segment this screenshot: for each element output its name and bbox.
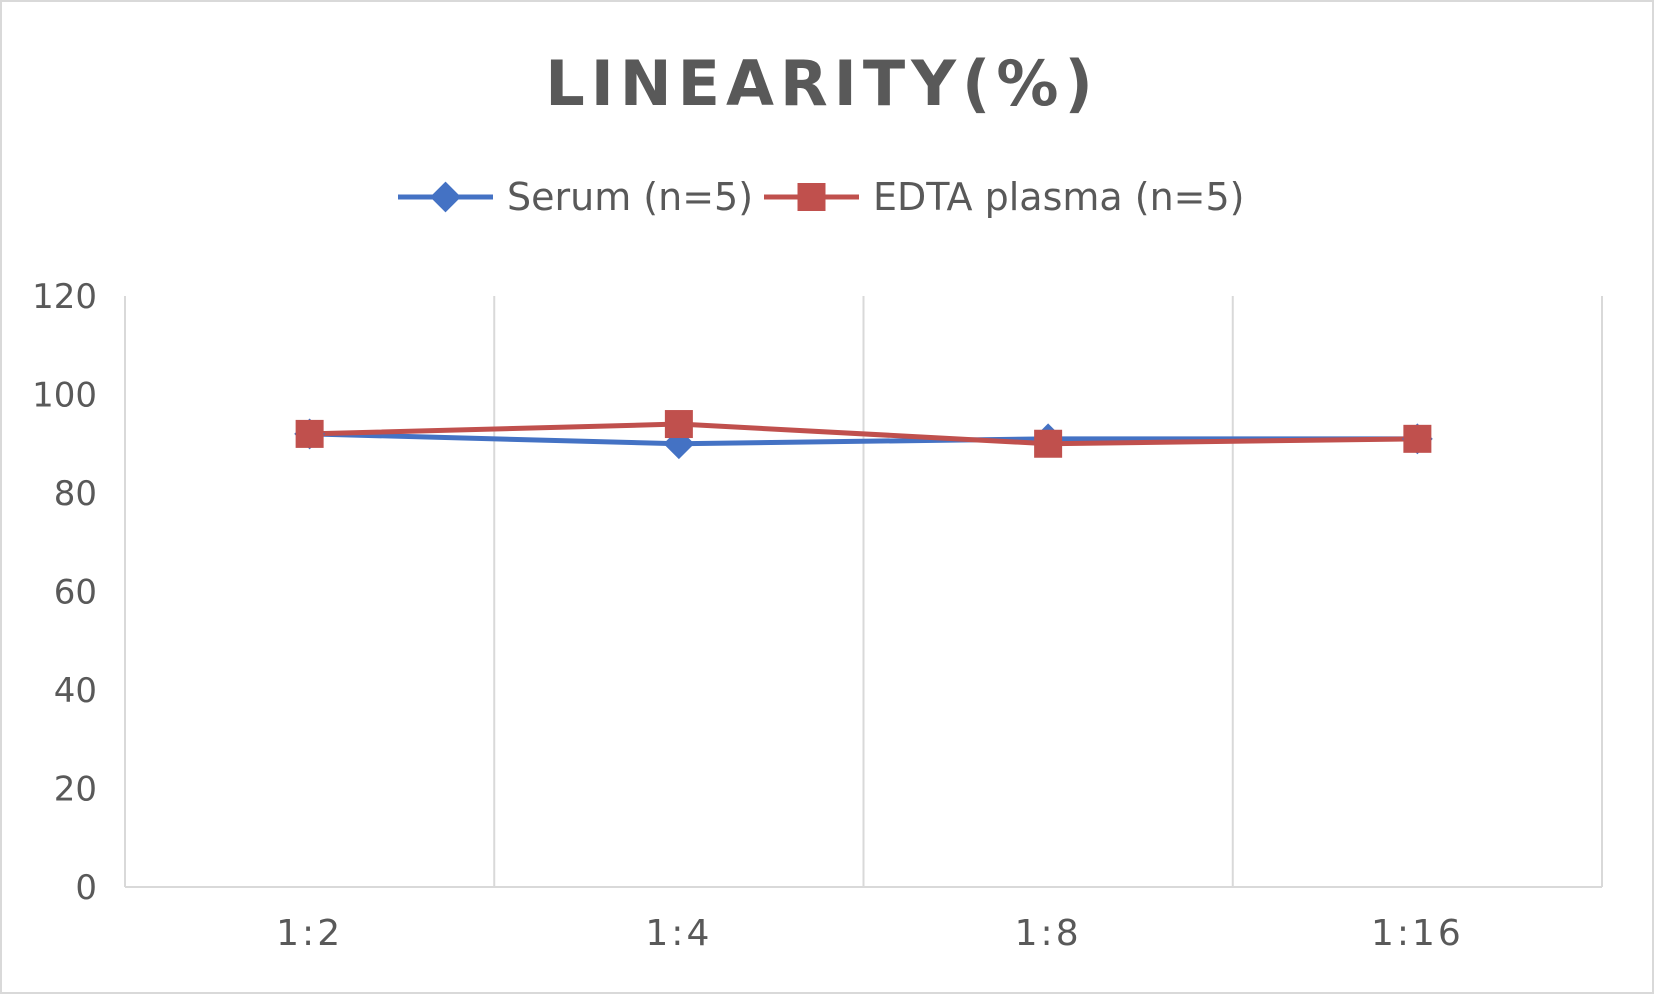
- legend-marker-2: [797, 183, 826, 211]
- series-lines: [309, 421, 1418, 447]
- x-tick-label: 1:4: [645, 913, 712, 954]
- data-point-series-2: [295, 419, 324, 448]
- grid-lines: [124, 296, 1603, 887]
- legend-label-1: Serum (n=5): [507, 175, 753, 219]
- data-point-series-2: [664, 410, 693, 439]
- legend-label-2: EDTA plasma (n=5): [873, 175, 1245, 219]
- y-tick-label: 60: [54, 573, 97, 613]
- legend: Serum (n=5) EDTA plasma (n=5): [398, 175, 1245, 219]
- chart-title: LINEARITY(%): [545, 47, 1099, 120]
- series-line-2: [309, 421, 1418, 447]
- data-point-series-2: [1403, 424, 1432, 453]
- legend-marker-1: [430, 181, 461, 213]
- axes: 0 20 40 60 80 100 120 1:2 1:4 1:8 1:16: [32, 277, 1602, 954]
- y-tick-label: 20: [54, 770, 97, 810]
- x-tick-label: 1:2: [276, 913, 343, 954]
- x-tick-label: 1:8: [1015, 913, 1082, 954]
- data-point-series-2: [1034, 429, 1063, 458]
- y-tick-label: 80: [54, 474, 97, 514]
- y-tick-label: 100: [32, 376, 97, 416]
- series-markers: [294, 410, 1433, 460]
- x-tick-label: 1:16: [1371, 913, 1464, 954]
- y-tick-label: 120: [32, 277, 97, 317]
- y-tick-label: 40: [54, 671, 97, 711]
- y-tick-label: 0: [75, 868, 97, 908]
